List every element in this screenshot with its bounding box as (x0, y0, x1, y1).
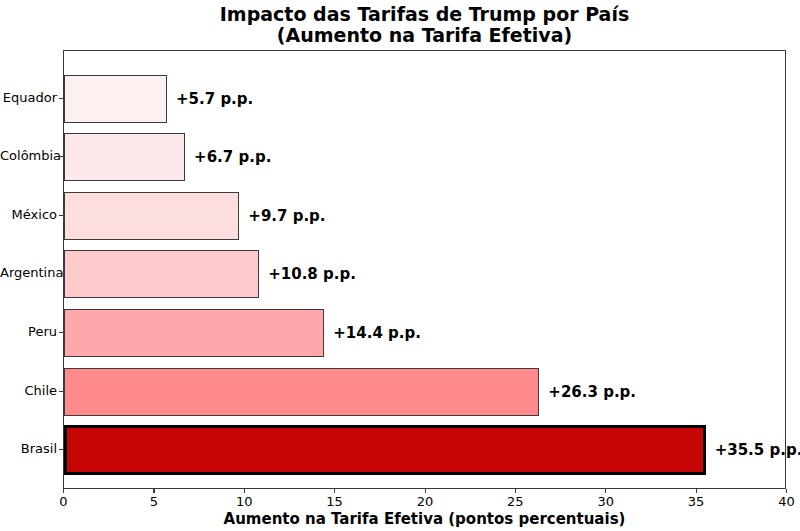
bar-value-label: +35.5 p.p. (715, 426, 800, 474)
bar-value-label: +6.7 p.p. (194, 133, 271, 181)
x-tick-mark (786, 489, 787, 493)
y-tick-mark (59, 449, 63, 450)
x-tick-label: 5 (134, 494, 174, 509)
y-tick-mark (59, 273, 63, 274)
bar-brasil (64, 425, 706, 475)
x-tick-label: 35 (676, 494, 716, 509)
x-tick-mark (244, 489, 245, 493)
x-tick-label: 30 (586, 494, 626, 509)
bar-equador (64, 75, 167, 123)
chart-title-line2: (Aumento na Tarifa Efetiva) (63, 25, 786, 46)
x-tick-label: 10 (224, 494, 264, 509)
bar-chile (64, 368, 539, 416)
x-tick-label: 40 (767, 494, 800, 509)
bar-colombia (64, 133, 185, 181)
bar-value-label: +26.3 p.p. (548, 368, 636, 416)
y-tick-mark (59, 391, 63, 392)
bar-value-label: +10.8 p.p. (268, 250, 356, 298)
x-tick-label: 25 (495, 494, 535, 509)
x-tick-mark (425, 489, 426, 493)
bar-peru (64, 309, 324, 357)
x-tick-mark (605, 489, 606, 493)
y-tick-mark (59, 215, 63, 216)
y-tick-label: Brasil (0, 440, 57, 458)
x-axis-label: Aumento na Tarifa Efetiva (pontos percen… (63, 510, 786, 528)
y-tick-label: México (0, 206, 57, 224)
x-tick-label: 15 (315, 494, 355, 509)
y-tick-mark (59, 98, 63, 99)
y-tick-label: Argentina (0, 264, 57, 282)
x-tick-mark (63, 489, 64, 493)
bar-argentina (64, 250, 259, 298)
x-tick-mark (334, 489, 335, 493)
y-tick-label: Equador (0, 89, 57, 107)
plot-area: +5.7 p.p. +6.7 p.p. +9.7 p.p. +10.8 p.p. +14… (63, 50, 786, 489)
y-tick-label: Peru (0, 323, 57, 341)
bar-value-label: +14.4 p.p. (333, 309, 421, 357)
y-tick-mark (59, 156, 63, 157)
chart-title-line1: Impacto das Tarifas de Trump por País (63, 4, 786, 25)
x-tick-mark (515, 489, 516, 493)
y-tick-mark (59, 332, 63, 333)
x-tick-label: 20 (405, 494, 445, 509)
bar-value-label: +9.7 p.p. (248, 192, 325, 240)
x-tick-mark (696, 489, 697, 493)
chart-title: Impacto das Tarifas de Trump por País (A… (63, 4, 786, 46)
bar-value-label: +5.7 p.p. (176, 75, 253, 123)
chart-figure: Impacto das Tarifas de Trump por País (A… (0, 0, 800, 531)
x-tick-label: 0 (44, 494, 84, 509)
x-tick-mark (153, 489, 154, 493)
y-tick-label: Colômbia (0, 147, 57, 165)
bar-mexico (64, 192, 239, 240)
y-tick-label: Chile (0, 382, 57, 400)
